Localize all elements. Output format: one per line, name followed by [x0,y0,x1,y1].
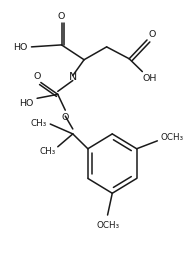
Text: N: N [69,71,77,81]
Text: HO: HO [19,98,33,107]
Text: OH: OH [143,74,157,83]
Text: OCH₃: OCH₃ [161,133,184,142]
Text: CH₃: CH₃ [39,147,56,156]
Text: OCH₃: OCH₃ [96,220,119,230]
Text: CH₃: CH₃ [31,118,47,127]
Text: O: O [58,12,65,21]
Text: O: O [148,29,155,38]
Text: HO: HO [13,43,27,52]
Text: O: O [62,112,69,121]
Text: O: O [33,72,41,81]
